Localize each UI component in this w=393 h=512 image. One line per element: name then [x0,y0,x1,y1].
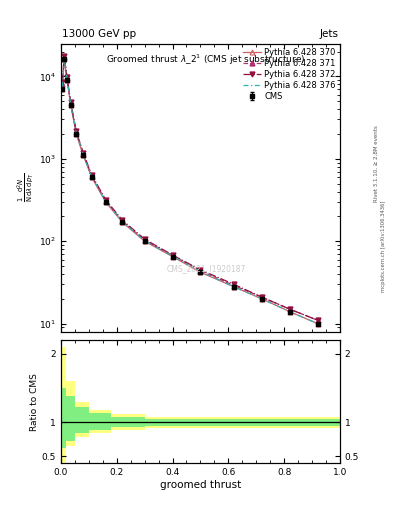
Pythia 6.428 376 [60,83,65,90]
Y-axis label: $\frac{1}{\mathrm{N}}\frac{\mathrm{d}^2N}{\mathrm{d}\lambda\,\mathrm{d}p_T}$: $\frac{1}{\mathrm{N}}\frac{\mathrm{d}^2N… [15,173,36,202]
Text: Rivet 3.1.10, ≥ 2.8M events: Rivet 3.1.10, ≥ 2.8M events [374,125,379,202]
Pythia 6.428 376 [68,101,73,107]
Pythia 6.428 370 [231,284,236,290]
Pythia 6.428 371 [231,283,236,289]
Pythia 6.428 371 [74,129,79,135]
Text: Jets: Jets [320,29,339,39]
Pythia 6.428 372 [68,99,73,105]
Pythia 6.428 372 [62,53,67,59]
Pythia 6.428 370 [142,238,147,244]
Pythia 6.428 371 [170,252,175,259]
Pythia 6.428 372 [231,281,236,287]
Pythia 6.428 372 [65,74,70,80]
Line: Pythia 6.428 370: Pythia 6.428 370 [60,57,320,326]
Text: mcplots.cern.ch [arXiv:1306.3436]: mcplots.cern.ch [arXiv:1306.3436] [381,200,386,291]
Y-axis label: Ratio to CMS: Ratio to CMS [30,373,39,431]
Pythia 6.428 372 [259,294,264,300]
Pythia 6.428 372 [103,197,108,203]
Pythia 6.428 370 [120,219,125,225]
Pythia 6.428 376 [170,253,175,259]
Pythia 6.428 376 [259,296,264,302]
Pythia 6.428 371 [198,268,203,274]
Pythia 6.428 376 [231,284,236,290]
Pythia 6.428 376 [287,309,292,315]
Pythia 6.428 376 [62,55,67,61]
Line: Pythia 6.428 372: Pythia 6.428 372 [60,54,320,323]
Pythia 6.428 370 [74,131,79,137]
Pythia 6.428 370 [62,56,67,62]
Pythia 6.428 372 [142,236,147,242]
Legend: Pythia 6.428 370, Pythia 6.428 371, Pythia 6.428 372, Pythia 6.428 376, CMS: Pythia 6.428 370, Pythia 6.428 371, Pyth… [241,46,338,103]
Pythia 6.428 371 [89,173,94,179]
Pythia 6.428 376 [120,219,125,225]
Pythia 6.428 371 [103,198,108,204]
Pythia 6.428 372 [120,217,125,223]
Pythia 6.428 376 [315,321,320,327]
Pythia 6.428 370 [103,199,108,205]
Pythia 6.428 372 [170,252,175,258]
Text: Groomed thrust $\lambda\_2^1$ (CMS jet substructure): Groomed thrust $\lambda\_2^1$ (CMS jet s… [106,52,306,67]
Pythia 6.428 371 [60,81,65,88]
Pythia 6.428 370 [198,269,203,275]
Pythia 6.428 370 [259,296,264,302]
Pythia 6.428 372 [74,129,79,135]
Pythia 6.428 376 [142,238,147,244]
Pythia 6.428 370 [287,309,292,315]
Pythia 6.428 372 [287,306,292,312]
Pythia 6.428 370 [170,253,175,260]
Pythia 6.428 372 [60,79,65,85]
Pythia 6.428 371 [315,317,320,323]
Pythia 6.428 372 [89,172,94,178]
Pythia 6.428 370 [81,152,86,158]
Pythia 6.428 372 [198,267,203,273]
Pythia 6.428 371 [120,218,125,224]
Pythia 6.428 376 [65,76,70,82]
Pythia 6.428 376 [81,152,86,158]
Line: Pythia 6.428 376: Pythia 6.428 376 [62,58,318,324]
Pythia 6.428 376 [89,174,94,180]
Pythia 6.428 376 [198,268,203,274]
Line: Pythia 6.428 371: Pythia 6.428 371 [60,55,320,323]
Pythia 6.428 371 [259,294,264,300]
Text: 13000 GeV pp: 13000 GeV pp [62,29,136,39]
Pythia 6.428 371 [68,100,73,106]
Pythia 6.428 370 [89,174,94,180]
Pythia 6.428 370 [315,321,320,327]
Pythia 6.428 370 [60,86,65,92]
Pythia 6.428 376 [74,130,79,136]
Pythia 6.428 371 [142,237,147,243]
Text: CMS_2021_I1920187: CMS_2021_I1920187 [166,264,246,273]
Pythia 6.428 371 [65,75,70,81]
Pythia 6.428 370 [68,102,73,108]
Pythia 6.428 372 [81,150,86,156]
Pythia 6.428 371 [81,151,86,157]
X-axis label: groomed thrust: groomed thrust [160,480,241,490]
Pythia 6.428 376 [103,198,108,204]
Pythia 6.428 372 [315,317,320,323]
Pythia 6.428 371 [62,54,67,60]
Pythia 6.428 371 [287,306,292,312]
Pythia 6.428 370 [65,77,70,83]
